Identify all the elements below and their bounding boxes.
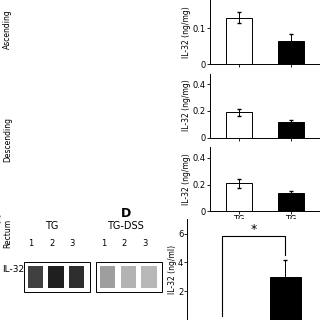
Text: 1: 1 (101, 239, 106, 248)
Bar (269, 277, 301, 320)
FancyBboxPatch shape (100, 266, 116, 288)
Text: Rectum: Rectum (3, 219, 12, 248)
Text: C: C (0, 214, 1, 227)
FancyBboxPatch shape (28, 266, 43, 288)
FancyBboxPatch shape (24, 261, 90, 292)
Text: TG: TG (45, 221, 58, 231)
Bar (278, 122, 304, 138)
Bar (278, 41, 304, 64)
Text: 1: 1 (28, 239, 34, 248)
Bar (226, 18, 252, 64)
Y-axis label: IL-32 (ng/mg): IL-32 (ng/mg) (182, 153, 191, 205)
Text: IL-32: IL-32 (2, 265, 24, 274)
Text: 3: 3 (142, 239, 148, 248)
Y-axis label: IL-32 (ng/ml): IL-32 (ng/ml) (168, 245, 177, 294)
Bar (226, 183, 252, 211)
Text: 3: 3 (70, 239, 75, 248)
Text: *: * (251, 223, 257, 236)
FancyBboxPatch shape (96, 261, 162, 292)
Text: D: D (121, 207, 132, 220)
Text: 2: 2 (49, 239, 54, 248)
Y-axis label: IL-32 (ng/mg): IL-32 (ng/mg) (182, 80, 191, 132)
FancyBboxPatch shape (141, 266, 157, 288)
FancyBboxPatch shape (121, 266, 136, 288)
Bar (278, 193, 304, 211)
Text: 2: 2 (121, 239, 127, 248)
FancyBboxPatch shape (69, 266, 84, 288)
Text: Ascending: Ascending (3, 10, 12, 49)
Bar (226, 112, 252, 138)
Text: TG-DSS: TG-DSS (108, 221, 144, 231)
FancyBboxPatch shape (48, 266, 64, 288)
Text: Descending: Descending (3, 117, 12, 162)
Y-axis label: IL-32 (ng/mg): IL-32 (ng/mg) (182, 6, 191, 58)
